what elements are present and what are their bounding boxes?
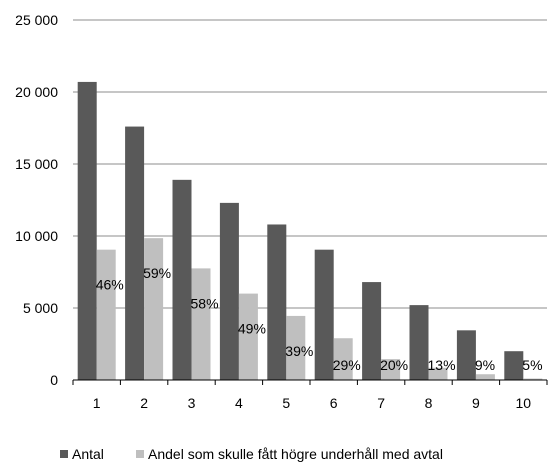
bar-andel — [144, 238, 164, 380]
y-tick-label: 15 000 — [15, 156, 58, 172]
data-label: 20% — [380, 357, 408, 373]
x-tick-label: 5 — [282, 395, 290, 411]
bar-antal — [125, 126, 145, 380]
bar-andel — [191, 268, 211, 380]
data-label: 46% — [96, 277, 124, 293]
legend: Antal Andel som skulle fått högre underh… — [60, 446, 443, 462]
legend-swatch-antal — [60, 450, 68, 458]
legend-swatch-andel — [136, 450, 144, 458]
y-axis-ticks: 0 5 000 10 000 15 000 20 000 25 000 — [15, 12, 58, 388]
y-tick-label: 0 — [50, 372, 58, 388]
data-label: 58% — [191, 295, 219, 311]
data-label: 59% — [143, 265, 171, 281]
x-tick-label: 4 — [235, 395, 243, 411]
y-tick-label: 25 000 — [15, 12, 58, 28]
gridlines — [73, 19, 547, 309]
x-tick-label: 10 — [516, 395, 532, 411]
data-label: 39% — [285, 343, 313, 359]
bar-andel — [238, 293, 258, 380]
x-tick-label: 9 — [472, 395, 480, 411]
bar-antal — [267, 224, 287, 380]
x-tick-label: 8 — [425, 395, 433, 411]
x-tick-label: 7 — [377, 395, 385, 411]
bar-andel — [96, 249, 116, 380]
x-tick-label: 2 — [140, 395, 148, 411]
bar-antal — [504, 351, 524, 380]
data-label: 29% — [333, 357, 361, 373]
y-tick-label: 5 000 — [23, 300, 58, 316]
x-axis-ticks: 1 2 3 4 5 6 7 8 9 10 — [72, 380, 548, 411]
bar-andel — [428, 367, 448, 380]
bar-andel — [523, 378, 543, 380]
bar-andel — [475, 374, 495, 380]
bar-andel — [286, 315, 306, 380]
bar-antal — [314, 249, 334, 380]
x-tick-label: 1 — [93, 395, 101, 411]
x-tick-label: 3 — [188, 395, 196, 411]
data-label: 13% — [428, 357, 456, 373]
y-tick-label: 10 000 — [15, 228, 58, 244]
bar-antal — [362, 282, 382, 380]
bar-antal — [172, 179, 192, 380]
bar-antal — [77, 81, 97, 381]
bar-andel — [333, 338, 353, 380]
bar-antal — [456, 330, 476, 380]
data-label: 49% — [238, 321, 266, 337]
legend-label-antal: Antal — [72, 446, 104, 462]
data-label: 9% — [475, 357, 495, 373]
legend-label-andel: Andel som skulle fått högre underhåll me… — [148, 446, 443, 462]
bar-andel — [381, 359, 401, 380]
x-tick-label: 6 — [330, 395, 338, 411]
bar-antal — [219, 202, 239, 380]
data-label: 5% — [522, 357, 542, 373]
bars — [77, 81, 543, 381]
data-labels: 46% 59% 58% 49% 39% 29% 20% 13% 9% 5% — [96, 265, 543, 373]
y-tick-label: 20 000 — [15, 84, 58, 100]
bar-antal — [409, 305, 429, 380]
